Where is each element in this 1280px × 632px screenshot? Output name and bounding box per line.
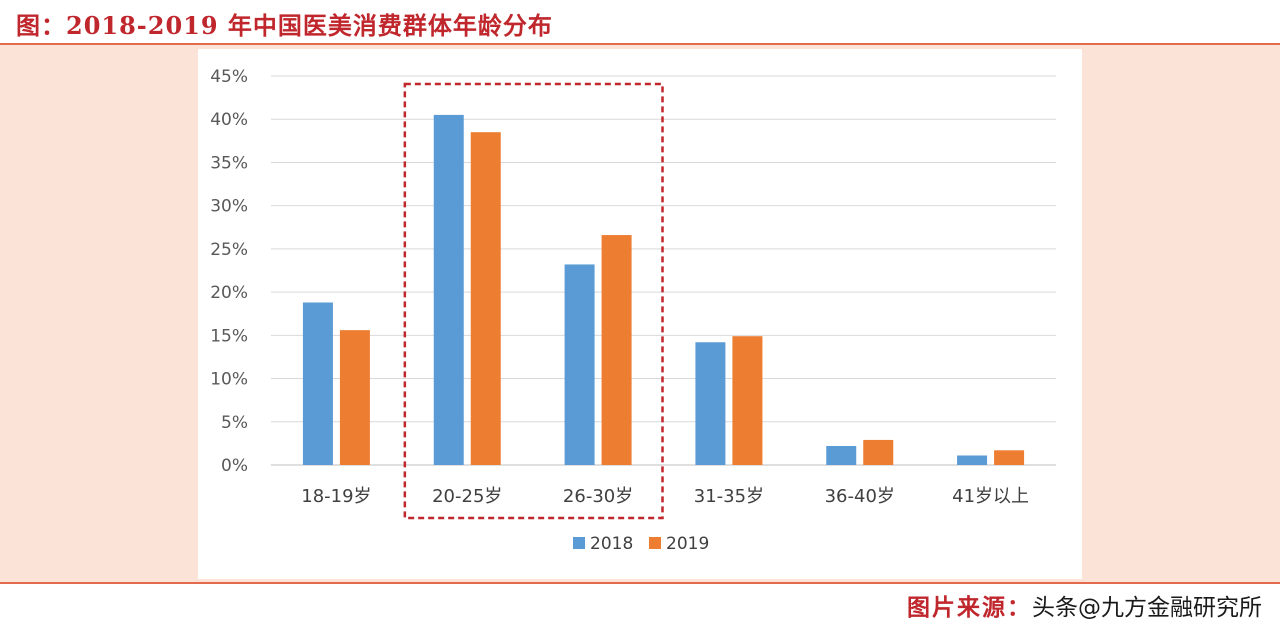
legend-swatch-2018: [573, 537, 585, 549]
y-tick-label: 20%: [210, 283, 248, 303]
y-tick-label: 10%: [210, 370, 248, 390]
bar-2019-4: [863, 439, 894, 465]
y-tick-label: 25%: [210, 240, 248, 260]
legend-label-2019: 2019: [666, 534, 709, 554]
source-credit: 图片来源：头条@九方金融研究所: [907, 588, 1262, 622]
y-tick-label: 15%: [210, 326, 248, 346]
figure-title: 图：2018-2019 年中国医美消费群体年龄分布: [16, 11, 553, 40]
legend-label-2018: 2018: [590, 534, 633, 554]
bar-2018-2: [564, 264, 595, 465]
bar-2019-1: [470, 132, 501, 465]
bar-2018-0: [302, 302, 333, 465]
x-tick-label: 36-40岁: [825, 486, 895, 507]
header: 图：2018-2019 年中国医美消费群体年龄分布: [0, 0, 1280, 44]
x-tick-label: 26-30岁: [563, 486, 633, 507]
y-tick-label: 40%: [210, 110, 248, 130]
bar-2019-3: [732, 336, 763, 465]
source-label: 图片来源：: [907, 595, 1032, 621]
footer-divider: [0, 582, 1280, 584]
bar-2018-4: [826, 445, 857, 465]
x-tick-label: 20-25岁: [432, 486, 502, 507]
x-tick-label: 31-35岁: [694, 486, 764, 507]
x-tick-label: 18-19岁: [301, 486, 371, 507]
bar-2018-3: [695, 342, 726, 465]
bar-2019-0: [339, 330, 370, 465]
source-name: 头条@九方金融研究所: [1032, 595, 1262, 621]
y-tick-label: 0%: [221, 456, 248, 476]
header-divider: [0, 43, 1280, 45]
legend-swatch-2019: [649, 537, 661, 549]
x-tick-label: 41岁以上: [952, 486, 1029, 507]
bar-chart: 0% 5% 10% 15% 20% 25% 30% 35% 40% 45% 18-19岁 20-25…: [210, 67, 1056, 554]
chart-area: 0% 5% 10% 15% 20% 25% 30% 35% 40% 45% 18-19岁 20-25…: [198, 49, 1082, 579]
y-tick-label: 45%: [210, 67, 248, 87]
y-tick-label: 5%: [221, 413, 248, 433]
bar-2019-5: [994, 450, 1025, 465]
footer: 图片来源：头条@九方金融研究所: [0, 584, 1280, 632]
y-tick-label: 35%: [210, 153, 248, 173]
bar-2018-5: [957, 455, 988, 465]
highlight-box: [403, 82, 664, 520]
y-tick-label: 30%: [210, 197, 248, 217]
bar-2019-2: [601, 235, 632, 465]
bar-2018-1: [433, 114, 464, 466]
